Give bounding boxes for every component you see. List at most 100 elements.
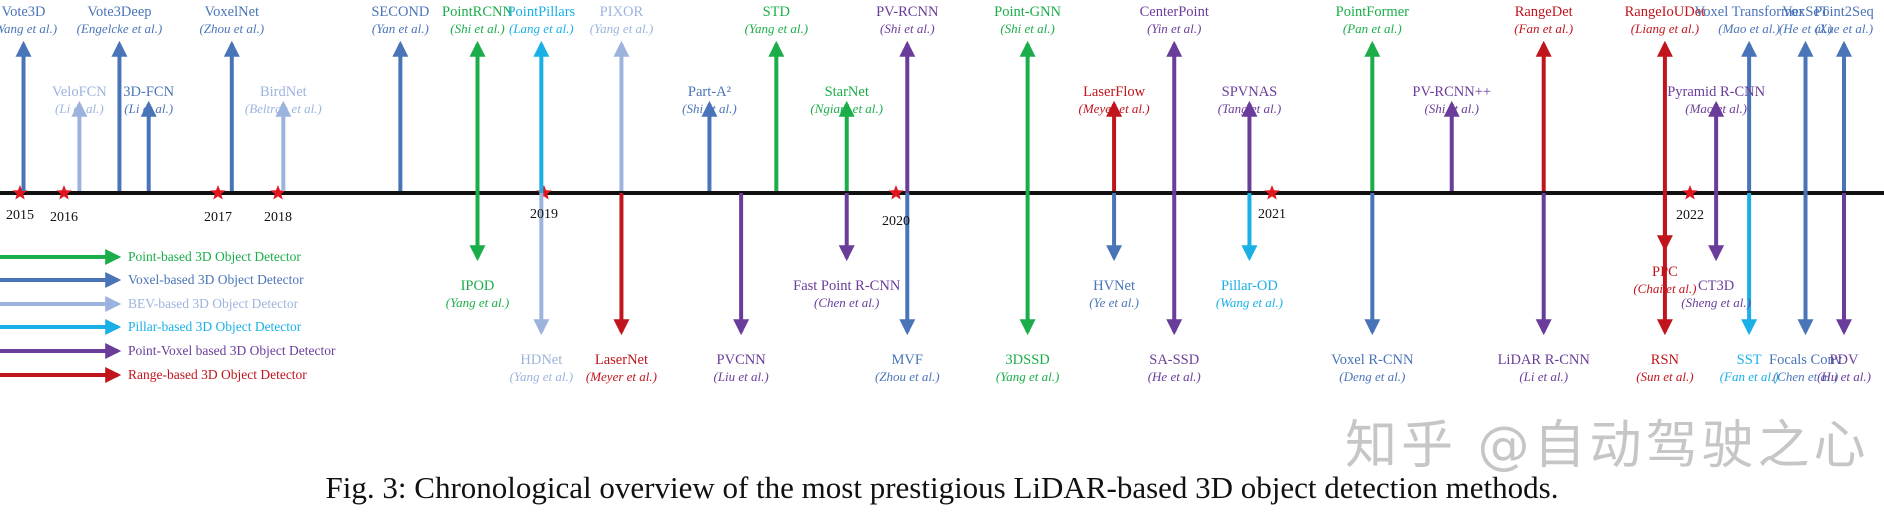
method-name: CT3D	[1697, 278, 1735, 294]
method-label: PDV (Hu et al.)	[1817, 352, 1871, 385]
method-label: SECOND (Yan et al.)	[371, 4, 429, 37]
method-authors: (Liang et al.)	[1630, 21, 1700, 37]
legend-arrow-icon	[0, 249, 122, 265]
method-label: Point2Seq (Xue et al.)	[1814, 4, 1874, 37]
method-authors: (Sheng et al.)	[1681, 295, 1751, 311]
method-authors: (Yang et al.)	[744, 21, 809, 37]
method-name: HDNet	[520, 352, 563, 368]
method-label: VoxelNet (Zhou et al.)	[199, 4, 264, 37]
method-authors: (Zhou et al.)	[199, 21, 265, 37]
method-authors: (Yang et al.)	[589, 21, 654, 37]
method-name: PPC	[1652, 264, 1678, 280]
method-authors: (Shi et al.)	[880, 21, 935, 37]
method-label: StarNet (Ngiam et al.)	[810, 84, 883, 117]
legend-label: Pillar-based 3D Object Detector	[128, 319, 302, 334]
method-label: Pyramid R-CNN (Mao et al.)	[1667, 84, 1765, 117]
method-name: PointRCNN	[442, 4, 513, 20]
method-label: LaserFlow (Meyer et al.)	[1079, 84, 1150, 117]
method-name: SST	[1736, 352, 1762, 368]
legend-arrow-icon	[0, 367, 122, 383]
method-label: Focals Conv (Chen et al.)	[1769, 352, 1842, 385]
method-name: Fast Point R-CNN	[793, 278, 901, 294]
method-label: HVNet (Ye et al.)	[1089, 278, 1139, 311]
method-authors: (Zhou et al.)	[874, 369, 940, 385]
method-name: PVCNN	[716, 352, 766, 368]
method-name: VoxSeT	[1782, 4, 1829, 20]
method-authors: (Sun et al.)	[1636, 369, 1694, 385]
method-name: STD	[762, 4, 791, 20]
year-label-2022: 2022	[1676, 208, 1704, 223]
legend-item-pillar: Pillar-based 3D Object Detector	[0, 317, 301, 337]
method-label: Voxel Transformer (Mao et al.)	[1695, 4, 1804, 37]
method-label: 3DSSD (Yang et al.)	[996, 352, 1059, 385]
year-label-2017: 2017	[204, 210, 232, 225]
method-name: RangeIoUDet	[1624, 4, 1706, 20]
year-marker-2017	[210, 185, 226, 200]
legend-label: Range-based 3D Object Detector	[128, 367, 307, 382]
method-authors: (Yang et al.)	[509, 369, 574, 385]
legend-arrow-icon	[0, 296, 122, 312]
method-name: HVNet	[1093, 278, 1136, 294]
year-marker-2019	[536, 185, 552, 200]
year-label-2021: 2021	[1258, 207, 1286, 222]
watermark: 知乎 @自动驾驶之心	[1345, 416, 1870, 476]
legend-item-range: Range-based 3D Object Detector	[0, 365, 307, 385]
method-label: IPOD (Yang et al.)	[446, 278, 509, 311]
method-authors: (Yang et al.)	[995, 369, 1060, 385]
method-authors: (Pan et al.)	[1342, 21, 1402, 37]
method-name: Point-GNN	[994, 4, 1062, 20]
method-label: PVCNN (Liu et al.)	[713, 352, 768, 385]
method-authors: (Yin et al.)	[1147, 21, 1202, 37]
method-authors: (Fan et al.)	[1514, 21, 1574, 37]
year-marker-2016	[56, 185, 72, 200]
method-authors: (Yan et al.)	[371, 21, 429, 37]
method-label: VeloFCN (Li et al.)	[52, 84, 107, 117]
year-marker-2015	[12, 185, 28, 200]
year-label-2018: 2018	[264, 210, 292, 225]
method-name: PDV	[1829, 352, 1859, 368]
method-authors: (Engelcke et al.)	[76, 21, 163, 37]
method-label: CenterPoint (Yin et al.)	[1140, 4, 1209, 37]
method-label: 3D-FCN (Li et al.)	[123, 84, 174, 117]
legend-label: BEV-based 3D Object Detector	[128, 296, 299, 311]
legend-label: Point-Voxel based 3D Object Detector	[128, 343, 336, 358]
year-label-2015: 2015	[6, 208, 34, 223]
method-label: PV-RCNN (Shi et al.)	[876, 4, 938, 37]
method-name: SPVNAS	[1221, 84, 1278, 100]
method-label: Part-A² (Shi et al.)	[682, 84, 737, 117]
method-label: RSN (Sun et al.)	[1636, 352, 1693, 385]
method-name: MVF	[891, 352, 923, 368]
method-name: Vote3D	[1, 4, 46, 20]
year-marker-2020	[888, 185, 904, 200]
method-name: CenterPoint	[1139, 4, 1209, 20]
method-name: PV-RCNN++	[1412, 84, 1492, 100]
method-label: PPC (Chai et al.)	[1633, 264, 1696, 297]
method-label: Pillar-OD (Wang et al.)	[1216, 278, 1283, 311]
method-label: PointPillars (Lang et al.)	[507, 4, 575, 37]
method-authors: (Wang et al.)	[0, 21, 58, 37]
method-label: STD (Yang et al.)	[745, 4, 808, 37]
year-marker-2022	[1682, 185, 1698, 200]
method-name: Voxel R-CNN	[1331, 352, 1414, 368]
method-name: IPOD	[460, 278, 495, 294]
year-label-2016: 2016	[50, 210, 78, 225]
method-name: PV-RCNN	[876, 4, 939, 20]
method-label: SPVNAS (Tang et al.)	[1218, 84, 1281, 117]
method-label: Vote3D(Wang et al.)	[0, 4, 57, 37]
method-authors: (Yang et al.)	[445, 295, 510, 311]
legend-label: Point-based 3D Object Detector	[128, 249, 301, 264]
method-label: LaserNet (Meyer et al.)	[586, 352, 657, 385]
method-label: BirdNet (Beltran et al.)	[245, 84, 322, 117]
method-label: SA-SSD (He et al.)	[1148, 352, 1201, 385]
method-authors: (Wang et al.)	[1215, 295, 1283, 311]
method-name: VeloFCN	[51, 84, 107, 100]
method-authors: (Xue et al.)	[1814, 21, 1874, 37]
method-label: RangeDet (Fan et al.)	[1514, 4, 1573, 37]
method-name: Part-A²	[687, 84, 731, 100]
method-authors: (He et al.)	[1147, 369, 1201, 385]
legend-arrow-icon	[0, 272, 122, 288]
method-label: PointRCNN (Shi et al.)	[442, 4, 513, 37]
method-label: LiDAR R-CNN (Li et al.)	[1498, 352, 1590, 385]
method-authors: (Mao et al.)	[1718, 21, 1780, 37]
